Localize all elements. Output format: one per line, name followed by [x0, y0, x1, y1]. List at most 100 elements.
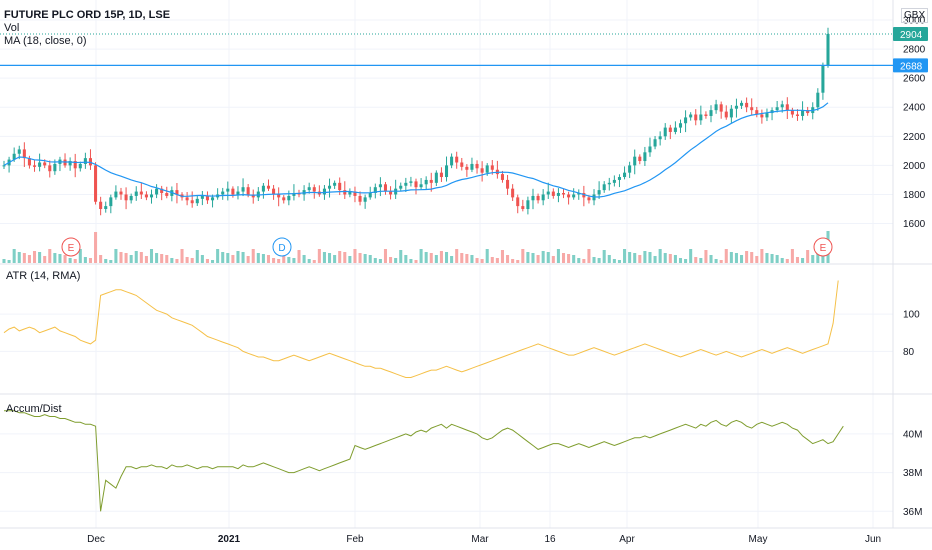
- candle-body: [465, 166, 469, 170]
- candle-body: [282, 197, 286, 201]
- atr-tick-label: 100: [903, 310, 920, 321]
- candle-body: [490, 165, 494, 170]
- candle-body: [419, 184, 423, 188]
- volume-bar: [480, 259, 484, 263]
- volume-bar: [450, 256, 454, 263]
- volume-bar: [211, 260, 215, 263]
- volume-bar: [475, 258, 479, 263]
- time-tick-label: 2021: [218, 534, 241, 545]
- candle-body: [307, 187, 311, 191]
- volume-bar: [180, 249, 184, 263]
- volume-bar: [638, 255, 642, 263]
- volume-bar: [358, 253, 362, 263]
- volume-bar: [139, 252, 143, 263]
- candle-body: [572, 194, 576, 198]
- price-tick-label: 1600: [903, 219, 926, 230]
- price-badge-text: 2904: [900, 30, 923, 41]
- candle-body: [322, 188, 326, 195]
- volume-bar: [292, 258, 296, 263]
- candle-body: [231, 188, 235, 195]
- volume-bar: [465, 254, 469, 263]
- time-tick-label: Feb: [346, 534, 364, 545]
- pane-separators: [0, 0, 932, 529]
- ma-polyline: [3, 102, 829, 198]
- candle-body: [638, 156, 642, 162]
- volume-bar: [663, 253, 667, 263]
- volume-bar: [419, 249, 423, 263]
- volume-bar: [155, 253, 159, 263]
- candle-body: [160, 188, 164, 194]
- event-marker-d[interactable]: D: [272, 237, 292, 257]
- volume-bar: [531, 253, 535, 263]
- candle-body: [358, 195, 362, 202]
- volume-bar: [653, 256, 657, 263]
- volume-bar: [582, 259, 586, 263]
- volume-bar: [551, 256, 555, 263]
- volume-bar: [363, 254, 367, 263]
- candle-body: [455, 156, 459, 163]
- volume-bar: [801, 258, 805, 263]
- time-tick-label: Dec: [87, 534, 105, 545]
- volume-bar: [32, 251, 37, 263]
- candle-body: [328, 185, 332, 189]
- candle-body: [709, 110, 713, 116]
- volume-bar: [160, 254, 164, 263]
- atr-title: ATR (14, RMA): [6, 270, 81, 282]
- candle-body: [83, 158, 87, 164]
- volume-bar: [195, 250, 199, 263]
- candle-body: [750, 107, 754, 111]
- volume-bar: [348, 256, 352, 263]
- candle-body: [22, 149, 26, 159]
- candle-body: [516, 197, 520, 207]
- candle-body: [251, 194, 255, 198]
- volume-bar: [221, 252, 225, 263]
- candle-body: [714, 104, 718, 111]
- volume-bar: [704, 250, 708, 263]
- candle-body: [745, 102, 749, 108]
- volume-bar: [226, 253, 230, 263]
- candle-body: [740, 102, 744, 106]
- candle-body: [292, 193, 296, 196]
- volume-bar: [811, 255, 815, 263]
- candle-body: [124, 194, 128, 201]
- candle-body: [633, 156, 637, 166]
- volume-bar: [785, 259, 789, 263]
- volume-bar: [775, 255, 779, 263]
- volume-bar: [63, 255, 67, 263]
- volume-bar: [806, 250, 810, 263]
- price-tick-label: 2600: [903, 74, 926, 85]
- candle-body: [561, 193, 566, 195]
- volume-bar: [470, 255, 474, 263]
- volume-bar: [541, 251, 545, 263]
- candle-body: [17, 149, 21, 154]
- volume-bar: [795, 257, 800, 263]
- candle-body: [149, 194, 154, 198]
- volume-bar: [353, 249, 357, 263]
- volume-bar: [165, 255, 169, 263]
- volume-bar: [277, 259, 281, 263]
- candle-body: [816, 92, 820, 108]
- atr-polyline: [3, 280, 839, 378]
- volume-bar: [607, 255, 611, 263]
- volume-bar: [623, 249, 627, 263]
- volume-bar: [317, 249, 321, 263]
- volume-bar: [648, 252, 652, 263]
- volume-bar: [251, 249, 255, 263]
- volume-bar: [429, 253, 433, 263]
- volume-bar: [434, 255, 438, 263]
- candle-body: [333, 182, 337, 186]
- event-marker-e[interactable]: E: [813, 237, 833, 257]
- volume-bar: [236, 251, 240, 263]
- event-marker-e[interactable]: E: [61, 237, 81, 257]
- candle-body: [485, 165, 489, 173]
- ad-tick-label: 36M: [903, 507, 922, 518]
- candle-body: [409, 181, 413, 183]
- volume-bar: [485, 249, 489, 263]
- candle-body: [246, 187, 250, 195]
- candle-body: [88, 158, 92, 166]
- candle-body: [414, 181, 418, 188]
- time-tick-label: Apr: [619, 534, 635, 545]
- volume-bar: [333, 255, 337, 263]
